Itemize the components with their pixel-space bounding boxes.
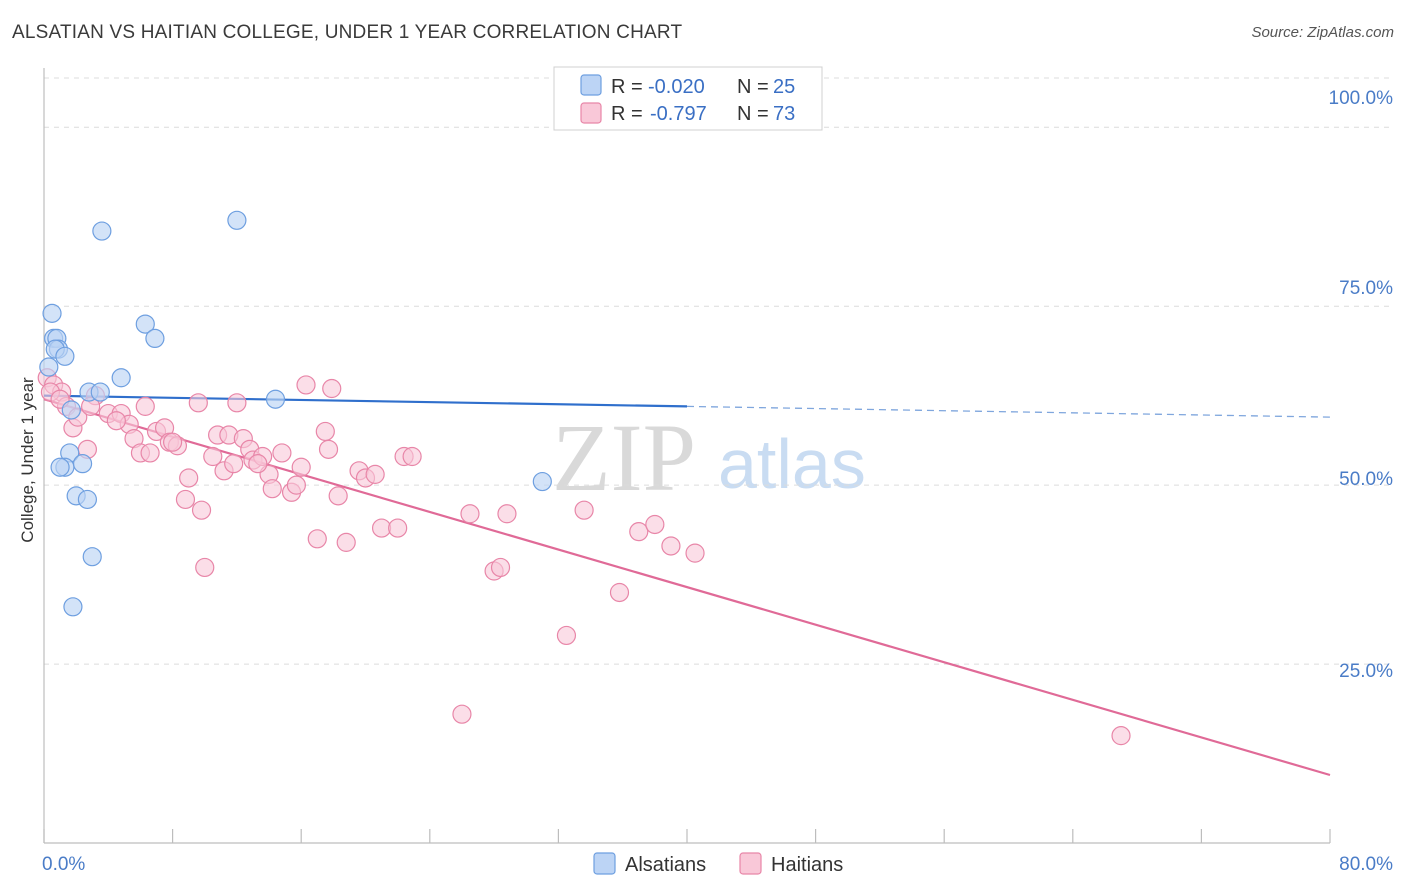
point-haitians-59	[609, 582, 630, 603]
point-alsatians-21	[77, 489, 98, 510]
point-haitians-40	[307, 529, 327, 549]
bottom-legend-swatch-haitians	[739, 852, 762, 875]
point-haitians-45	[336, 532, 356, 552]
x-tick-label-min: 0.0%	[42, 854, 85, 875]
point-haitians-18	[175, 489, 196, 510]
legend: R = -0.020 N = 25 R = -0.797 N = 73	[553, 66, 823, 131]
legend-r-value-haitians: -0.797	[650, 103, 707, 125]
point-haitians-72	[248, 454, 268, 474]
legend-n-label-haitians: N =	[737, 103, 769, 125]
point-haitians-49	[371, 518, 392, 538]
point-haitians-21	[191, 500, 212, 520]
point-alsatians-22	[82, 547, 102, 567]
point-haitians-60	[629, 522, 649, 542]
point-alsatians-23	[63, 597, 83, 617]
point-haitians-42	[318, 439, 339, 459]
bottom-legend-swatch-alsatians	[593, 852, 616, 875]
point-haitians-39	[296, 375, 316, 395]
point-haitians-19	[179, 468, 199, 488]
trend-line-alsatians	[43, 394, 688, 408]
point-alsatians-13	[90, 382, 110, 402]
point-haitians-53	[460, 504, 480, 524]
legend-r-label-haitians: R =	[611, 103, 643, 125]
point-haitians-35	[272, 443, 292, 463]
point-haitians-41	[315, 421, 335, 442]
watermark-zip: ZIP	[552, 404, 696, 511]
axes-layer	[43, 68, 1331, 844]
point-haitians-58	[574, 500, 594, 520]
point-haitians-43	[322, 378, 342, 399]
point-haitians-55	[490, 557, 511, 578]
point-alsatians-11	[111, 368, 131, 388]
point-haitians-34	[262, 479, 282, 499]
point-haitians-28	[227, 393, 247, 413]
legend-n-value-haitians: 73	[773, 103, 795, 125]
legend-r-label-alsatians: R =	[611, 76, 643, 98]
bottom-legend-label-haitians: Haitians	[771, 854, 843, 876]
point-haitians-44	[328, 486, 348, 506]
point-alsatians-19	[72, 454, 93, 474]
point-haitians-13	[135, 396, 155, 416]
point-haitians-48	[365, 464, 385, 484]
point-haitians-69	[106, 411, 126, 431]
legend-r-value-alsatians: -0.020	[648, 76, 705, 98]
point-haitians-22	[195, 557, 215, 578]
point-haitians-50	[388, 518, 408, 538]
y-tick-label-75: 75.0%	[1339, 278, 1393, 299]
y-tick-label-50: 50.0%	[1339, 469, 1393, 490]
point-haitians-52	[402, 446, 422, 467]
point-alsatians-14	[265, 389, 286, 409]
point-haitians-64	[452, 704, 472, 724]
legend-n-label-alsatians: N =	[737, 76, 769, 98]
point-alsatians-10	[145, 328, 165, 349]
point-alsatians-6	[39, 357, 59, 377]
legend-n-value-alsatians: 25	[773, 76, 795, 98]
watermark-atlas: atlas	[718, 425, 866, 503]
point-haitians-56	[497, 504, 517, 524]
point-alsatians-5	[55, 346, 75, 366]
point-haitians-63	[685, 543, 705, 563]
trend-line-alsatians-extension	[686, 405, 1331, 418]
point-alsatians-15	[61, 400, 81, 420]
point-haitians-38	[291, 457, 311, 477]
point-alsatians-8	[227, 210, 247, 230]
point-haitians-23	[203, 446, 223, 467]
point-haitians-37	[286, 475, 306, 495]
chart-source: Source: ZipAtlas.com	[1251, 24, 1394, 41]
point-alsatians-18	[50, 457, 70, 477]
legend-swatch-haitians	[580, 102, 602, 124]
y-axis-label: College, Under 1 year	[18, 377, 37, 543]
point-haitians-61	[645, 514, 665, 535]
chart-title: ALSATIAN VS HAITIAN COLLEGE, UNDER 1 YEA…	[12, 22, 683, 43]
grid-layer	[44, 77, 1392, 665]
bottom-legend: Alsatians Haitians	[593, 852, 843, 876]
point-alsatians-24	[532, 471, 552, 492]
x-tick-label-max: 80.0%	[1339, 854, 1393, 875]
point-haitians-65	[1111, 726, 1131, 746]
y-tick-label-100: 100.0%	[1329, 88, 1394, 109]
legend-swatch-alsatians	[580, 74, 602, 96]
point-haitians-27	[224, 454, 244, 474]
point-alsatians-7	[92, 221, 112, 241]
points-layer	[37, 210, 1131, 746]
y-tick-label-25: 25.0%	[1339, 661, 1393, 682]
point-alsatians-9	[135, 314, 155, 334]
point-haitians-70	[140, 443, 160, 463]
point-haitians-71	[163, 432, 183, 452]
point-alsatians-0	[42, 303, 62, 323]
bottom-legend-label-alsatians: Alsatians	[625, 854, 706, 876]
point-haitians-20	[188, 393, 208, 413]
point-haitians-62	[661, 536, 681, 556]
point-haitians-57	[556, 625, 577, 646]
